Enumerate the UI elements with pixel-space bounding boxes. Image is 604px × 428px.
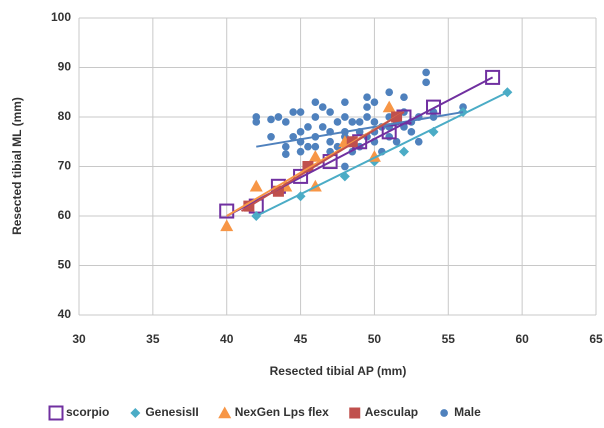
point bbox=[385, 132, 394, 141]
point bbox=[422, 68, 430, 77]
x-axis-title: Resected tibial AP (mm) bbox=[270, 364, 407, 378]
point bbox=[296, 108, 305, 116]
point bbox=[407, 128, 416, 136]
trendline bbox=[240, 111, 405, 212]
point bbox=[355, 118, 364, 126]
y-tick-label: 50 bbox=[58, 258, 72, 272]
y-tick-label: 60 bbox=[58, 208, 72, 222]
legend-marker bbox=[349, 407, 361, 419]
trendline bbox=[255, 91, 508, 217]
point bbox=[267, 132, 275, 141]
legend-label: GenesisII bbox=[145, 405, 198, 419]
point bbox=[308, 150, 322, 162]
point bbox=[370, 118, 379, 126]
point bbox=[252, 118, 261, 126]
point bbox=[289, 132, 298, 141]
point bbox=[363, 113, 371, 121]
point bbox=[267, 115, 275, 124]
point bbox=[296, 128, 305, 136]
legend-label: Male bbox=[454, 405, 481, 419]
point bbox=[272, 185, 284, 197]
point bbox=[363, 93, 371, 102]
point bbox=[281, 118, 290, 126]
x-tick-label: 45 bbox=[294, 332, 308, 346]
point bbox=[296, 147, 305, 156]
x-tick-label: 50 bbox=[368, 332, 382, 346]
point bbox=[311, 113, 320, 121]
legend-marker bbox=[218, 406, 232, 419]
legend: scorpio GenesisII NexGen Lps flex Aesculap M… bbox=[48, 405, 481, 421]
x-tick-label: 65 bbox=[589, 332, 603, 346]
legend-marker bbox=[48, 405, 64, 421]
marks bbox=[219, 68, 513, 232]
point bbox=[414, 137, 423, 146]
legend-label: NexGen Lps flex bbox=[235, 405, 329, 419]
point bbox=[326, 108, 334, 116]
point bbox=[318, 123, 327, 131]
point bbox=[333, 142, 342, 151]
point bbox=[304, 142, 312, 151]
grid: 40 50 60 70 80 90 100 30 35 40 45 50 55 60 65 bbox=[51, 10, 603, 346]
point bbox=[398, 146, 409, 157]
point bbox=[249, 179, 263, 192]
point bbox=[220, 219, 234, 232]
point bbox=[318, 103, 327, 111]
point bbox=[382, 100, 396, 113]
point bbox=[400, 93, 408, 102]
point bbox=[363, 103, 371, 111]
point bbox=[311, 98, 320, 106]
x-tick-label: 40 bbox=[220, 332, 234, 346]
point bbox=[426, 99, 442, 115]
point bbox=[281, 142, 290, 151]
y-tick-label: 100 bbox=[51, 10, 71, 24]
x-tick-label: 60 bbox=[515, 332, 529, 346]
legend-marker bbox=[130, 408, 141, 418]
legend-marker bbox=[440, 409, 448, 417]
y-tick-label: 40 bbox=[58, 307, 72, 321]
legend-label: scorpio bbox=[66, 405, 109, 419]
point bbox=[392, 137, 401, 146]
point bbox=[333, 118, 342, 126]
point bbox=[281, 150, 290, 158]
legend-label: Aesculap bbox=[365, 405, 418, 419]
point bbox=[341, 113, 349, 121]
point bbox=[304, 123, 312, 131]
point bbox=[485, 69, 501, 85]
y-tick-label: 80 bbox=[58, 109, 72, 123]
point bbox=[302, 161, 314, 172]
point bbox=[385, 88, 394, 97]
point bbox=[341, 98, 349, 106]
point bbox=[341, 162, 349, 171]
y-tick-label: 70 bbox=[58, 159, 72, 173]
point bbox=[370, 98, 379, 106]
x-tick-label: 35 bbox=[146, 332, 160, 346]
y-tick-label: 90 bbox=[58, 60, 72, 74]
point bbox=[326, 137, 334, 146]
trendline bbox=[256, 111, 464, 148]
point bbox=[422, 78, 430, 87]
x-tick-label: 30 bbox=[72, 332, 86, 346]
point bbox=[274, 113, 283, 121]
y-axis-title: Resected tibial ML (mm) bbox=[10, 97, 24, 235]
x-tick-label: 55 bbox=[442, 332, 456, 346]
point bbox=[289, 108, 298, 116]
point bbox=[348, 118, 357, 126]
point bbox=[311, 142, 320, 151]
